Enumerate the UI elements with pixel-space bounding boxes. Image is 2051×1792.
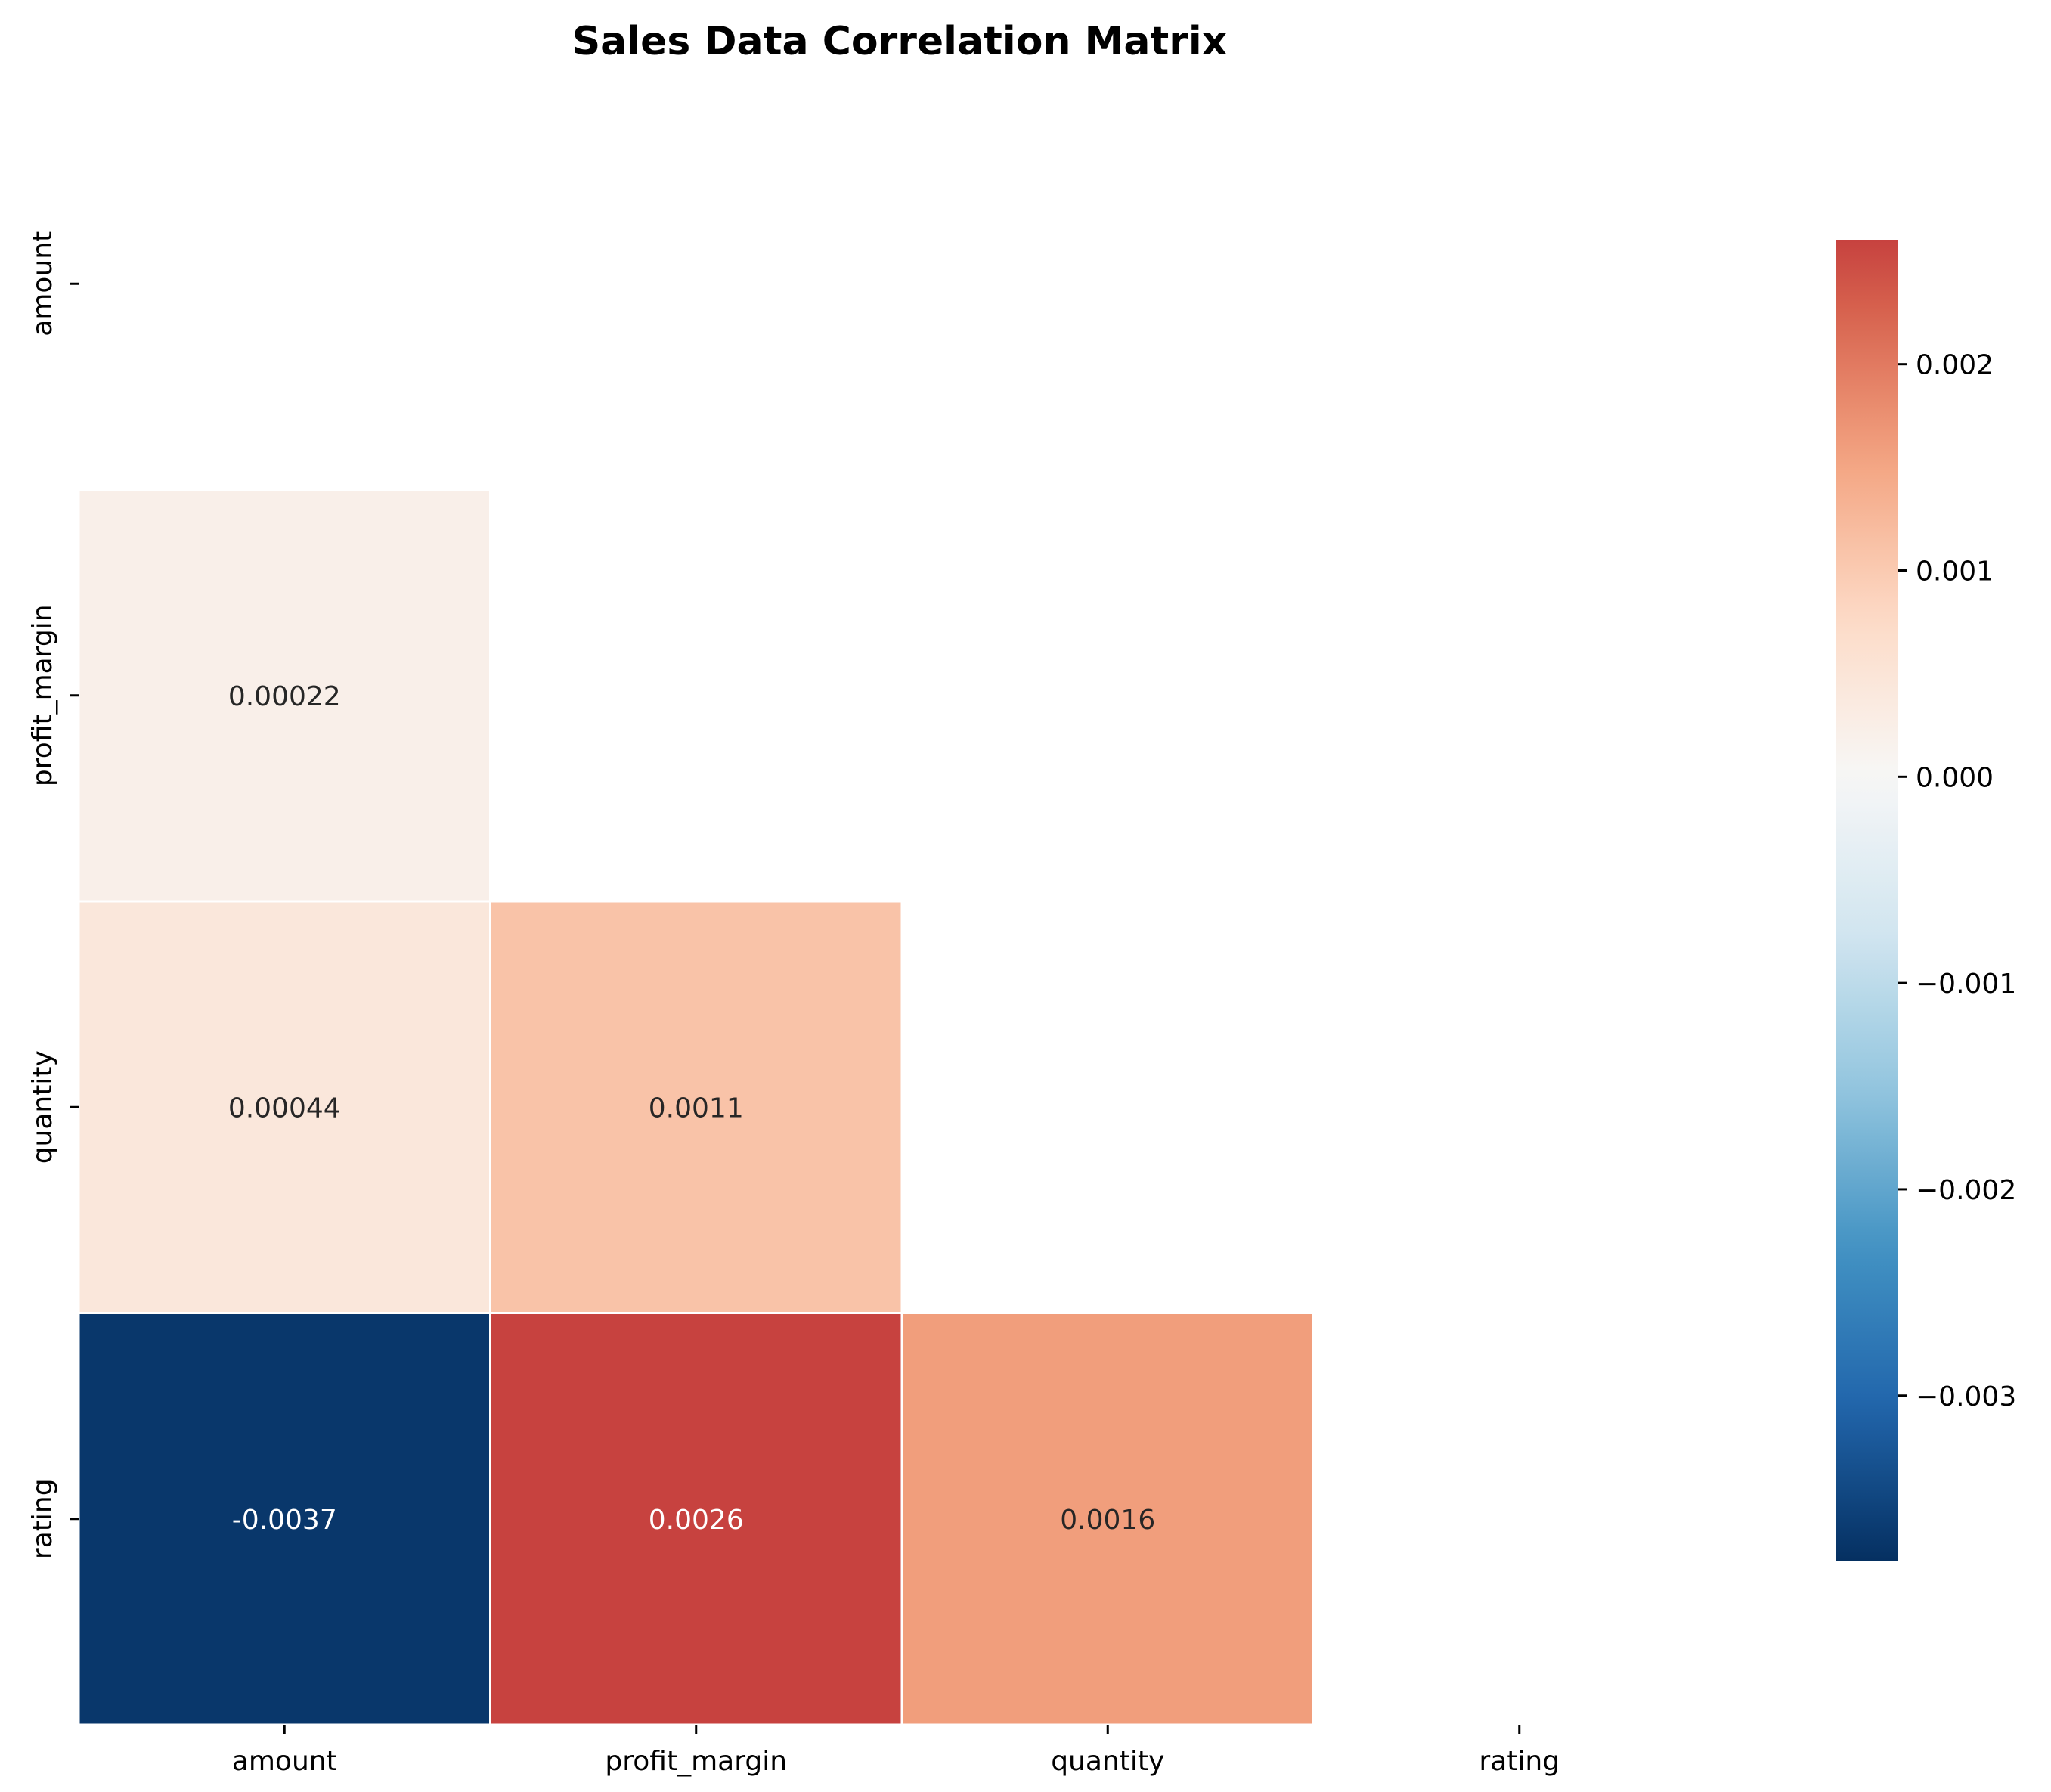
x-tick-label: rating (1479, 1746, 1560, 1777)
cell-value-label: -0.0037 (232, 1505, 337, 1536)
y-tick-label: quantity (27, 1050, 58, 1164)
y-tick-label: profit_margin (27, 604, 58, 786)
heatmap-cell-rect (489, 1312, 903, 1726)
heatmap-cell: 0.00044 (77, 900, 491, 1314)
cell-value-label: 0.0016 (1060, 1505, 1155, 1536)
chart-title: Sales Data Correlation Matrix (572, 19, 1228, 64)
heatmap-cell-rect (77, 1312, 491, 1726)
heatmap-cell: 0.00022 (77, 488, 491, 903)
cell-value-label: 0.0011 (649, 1093, 744, 1124)
colorbar-tick-label: −0.002 (1916, 1175, 2016, 1206)
colorbar-tick-label: 0.002 (1916, 350, 1994, 381)
colorbar-tick-label: 0.000 (1916, 762, 1994, 793)
colorbar-tick-label: −0.003 (1916, 1381, 2016, 1412)
x-tick-label: profit_margin (605, 1746, 787, 1777)
heatmap-cell-rect (77, 900, 491, 1314)
x-tick-label: amount (232, 1746, 337, 1777)
y-axis: amount profit_margin quantity rating (27, 231, 79, 1559)
cell-value-label: 0.00044 (228, 1093, 341, 1124)
heatmap-cell: 0.0026 (489, 1312, 903, 1726)
heatmap-cell: 0.0016 (900, 1312, 1315, 1726)
heatmap-cell-rect (900, 1312, 1315, 1726)
y-tick-label: rating (27, 1478, 58, 1559)
heatmap-cell: 0.0011 (489, 900, 903, 1314)
heatmap-cells: 0.00022 0.00044 0.0011 -0.0037 0.0026 0.0016 (77, 488, 1315, 1726)
x-axis: amount profit_margin quantity rating (232, 1725, 1560, 1777)
heatmap-cell-rect (77, 488, 491, 903)
heatmap-cell-rect (489, 900, 903, 1314)
colorbar-gradient-bar (1836, 240, 1898, 1561)
colorbar-tick-label: 0.001 (1916, 557, 1994, 588)
colorbar-tick-label: −0.001 (1916, 969, 2016, 1000)
heatmap-cell: -0.0037 (77, 1312, 491, 1726)
y-tick-label: amount (27, 231, 58, 336)
x-tick-label: quantity (1051, 1746, 1164, 1777)
colorbar: 0.002 0.001 0.000 −0.001 −0.002 −0.003 (1836, 240, 2016, 1561)
cell-value-label: 0.00022 (228, 681, 341, 712)
cell-value-label: 0.0026 (649, 1505, 744, 1536)
